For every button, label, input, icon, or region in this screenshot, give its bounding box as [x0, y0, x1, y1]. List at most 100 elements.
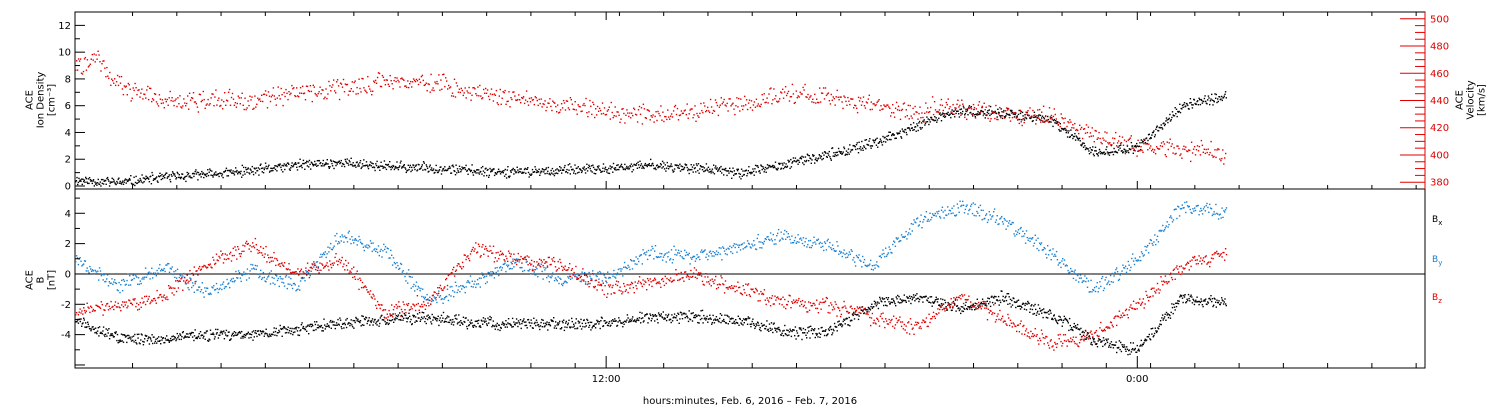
by-point	[244, 273, 246, 275]
bx-point	[1090, 343, 1092, 345]
by-point	[336, 232, 338, 235]
bx-point	[638, 319, 640, 322]
by-point	[145, 276, 148, 278]
density-point	[1087, 148, 1089, 150]
bx-point	[647, 322, 649, 324]
bx-point	[1045, 316, 1048, 319]
bx-point	[900, 302, 902, 304]
velocity-point	[619, 121, 621, 123]
density-point	[517, 169, 519, 171]
density-point	[988, 109, 990, 111]
velocity-point	[806, 96, 808, 99]
velocity-point	[978, 101, 981, 103]
density-point	[731, 171, 733, 173]
bx-point	[511, 326, 513, 328]
density-point	[777, 167, 779, 169]
velocity-point	[445, 77, 447, 79]
density-point	[1155, 126, 1158, 128]
by-point	[95, 270, 97, 273]
bx-point	[705, 319, 707, 321]
velocity-point	[597, 110, 600, 112]
bx-point	[1002, 295, 1004, 298]
velocity-point	[942, 109, 944, 112]
density-point	[585, 168, 587, 170]
density-point	[604, 166, 607, 168]
velocity-point	[670, 115, 672, 117]
bx-point	[474, 320, 477, 322]
velocity-point	[624, 122, 626, 124]
density-point	[733, 174, 735, 176]
bx-point	[664, 318, 666, 320]
bx-point	[353, 327, 355, 329]
velocity-point	[1057, 123, 1059, 126]
velocity-point	[777, 101, 779, 103]
bx-point	[283, 326, 285, 328]
bx-point	[331, 321, 333, 324]
bx-point	[193, 335, 196, 337]
bx-point	[980, 301, 982, 304]
velocity-point	[475, 93, 477, 95]
velocity-point	[963, 106, 965, 109]
velocity-point	[1210, 140, 1212, 143]
by-point	[150, 272, 152, 274]
density-point	[1089, 147, 1091, 149]
velocity-point	[429, 91, 431, 93]
bx-point	[1076, 326, 1078, 329]
velocity-point	[1220, 159, 1222, 162]
density-point	[1191, 104, 1193, 106]
velocity-point	[726, 102, 728, 105]
bx-point	[1066, 319, 1068, 321]
velocity-point	[493, 93, 496, 95]
density-point	[213, 172, 216, 174]
density-point	[657, 166, 659, 169]
velocity-point	[263, 93, 266, 95]
density-point	[88, 177, 91, 179]
bx-point	[840, 323, 842, 325]
bx-point	[551, 319, 554, 322]
density-point	[690, 164, 692, 166]
density-point	[814, 162, 816, 164]
bx-point	[545, 323, 548, 326]
bx-point	[1092, 339, 1095, 341]
bx-point	[893, 300, 895, 302]
density-point	[118, 177, 120, 179]
bx-point	[1162, 319, 1164, 321]
bx-point	[466, 325, 468, 328]
bx-point	[681, 314, 683, 316]
density-point	[197, 171, 200, 174]
velocity-point	[547, 102, 549, 104]
density-point	[829, 156, 831, 158]
density-point	[873, 141, 876, 144]
bx-point	[258, 334, 261, 336]
velocity-point	[325, 88, 327, 90]
density-point	[320, 162, 322, 164]
bx-point	[718, 321, 720, 323]
bx-point	[914, 300, 916, 302]
bx-point	[1181, 297, 1184, 299]
bx-point	[347, 323, 349, 325]
velocity-point	[287, 98, 289, 101]
velocity-point	[338, 98, 341, 101]
density-point	[83, 180, 85, 183]
density-point	[99, 181, 101, 183]
density-point	[974, 114, 976, 116]
bx-point	[1171, 306, 1174, 309]
density-point	[344, 158, 346, 161]
density-point	[435, 164, 437, 167]
bx-point	[1104, 344, 1106, 346]
by-point	[113, 281, 115, 283]
velocity-point	[643, 108, 646, 110]
density-point	[1219, 96, 1221, 98]
bx-point	[867, 309, 869, 311]
bx-point	[241, 335, 243, 338]
velocity-point	[771, 103, 773, 105]
density-point	[778, 163, 781, 165]
bx-point	[1008, 296, 1010, 298]
bx-point	[499, 329, 501, 332]
bx-point	[1159, 320, 1162, 322]
density-point	[685, 164, 688, 166]
density-point	[302, 162, 304, 165]
bx-point	[888, 301, 890, 303]
density-point	[824, 151, 826, 153]
bx-point	[684, 317, 686, 319]
